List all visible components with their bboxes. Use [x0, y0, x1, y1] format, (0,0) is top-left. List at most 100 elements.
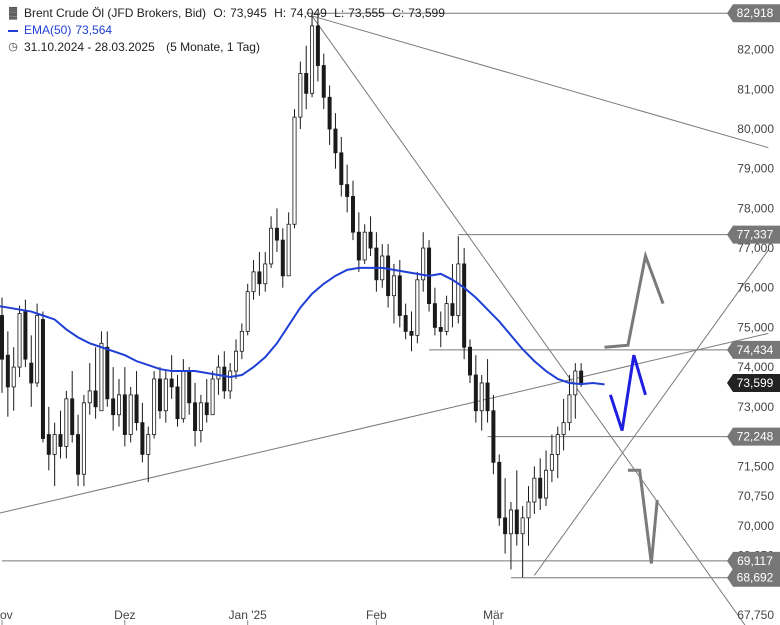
- instrument-title: Brent Crude Öl (JFD Brokers, Bid): [24, 6, 207, 20]
- candle: [298, 61, 303, 130]
- trendline: [311, 15, 746, 625]
- candle-body: [99, 342, 104, 412]
- candle-body: [64, 398, 69, 447]
- candle-body: [280, 239, 285, 277]
- candle-body: [251, 271, 256, 293]
- y-tick-label: 73,000: [737, 400, 774, 414]
- candle: [491, 394, 496, 475]
- bar-chart-icon: ▓: [8, 7, 18, 19]
- y-tick-label: 74,000: [737, 360, 774, 374]
- candle: [58, 410, 63, 459]
- candle-body: [362, 231, 367, 261]
- price-level-lines: [2, 12, 780, 579]
- candle: [99, 331, 104, 412]
- candle-body: [310, 25, 315, 94]
- candle: [350, 180, 355, 241]
- candle-body: [187, 370, 192, 404]
- candle: [198, 394, 203, 443]
- candle-body: [5, 354, 10, 388]
- candle-body: [286, 223, 291, 277]
- candle: [391, 263, 396, 324]
- price-labels: 82,918 77,337 74,434 72,248 69,117 68,692 73,5…: [727, 4, 780, 587]
- price-tag-text: 72,248: [737, 430, 774, 444]
- y-tick-label: 71,500: [737, 459, 774, 473]
- candle-body: [233, 350, 238, 372]
- candle: [456, 236, 461, 324]
- candle: [117, 378, 122, 427]
- candle-body: [549, 453, 554, 471]
- legend-ema-row: EMA(50) 73,564: [6, 22, 445, 39]
- price-level-tag: 77,337: [727, 225, 780, 244]
- candle: [409, 311, 414, 352]
- y-tick-label: 70,750: [737, 489, 774, 503]
- candle: [310, 13, 315, 98]
- x-tick-label: Nov: [0, 608, 13, 622]
- candle-body: [245, 291, 250, 332]
- candle-body: [216, 366, 221, 380]
- candle-body: [152, 378, 157, 435]
- candle-body: [321, 65, 326, 98]
- candle: [286, 212, 291, 277]
- ema-label: EMA(50): [24, 23, 72, 37]
- candle-body: [538, 477, 543, 499]
- ema-value: 73,564: [75, 23, 113, 37]
- candle: [40, 311, 45, 443]
- candle: [46, 406, 51, 471]
- candle: [193, 382, 198, 447]
- candle: [181, 359, 186, 423]
- price-tag-bg: [727, 340, 780, 359]
- candle-body: [93, 390, 98, 408]
- candle-body: [52, 434, 57, 455]
- candle: [579, 363, 584, 387]
- ohlc-low: 73,555: [348, 6, 385, 20]
- candle: [87, 363, 92, 415]
- price-tag-text: 77,337: [737, 228, 774, 242]
- candle: [29, 335, 34, 407]
- x-tick-label: Jan '25: [229, 608, 268, 622]
- current-price-tag: 73,599: [727, 374, 780, 393]
- candle-body: [567, 394, 572, 424]
- y-tick-label: 67,750: [737, 608, 774, 622]
- ema-swatch: [8, 29, 18, 32]
- candle: [421, 232, 426, 292]
- candle: [81, 394, 86, 487]
- candle: [251, 259, 256, 300]
- candle: [339, 136, 344, 197]
- candle: [64, 390, 69, 459]
- candle-body: [204, 402, 209, 416]
- price-tag-bg: [727, 374, 780, 393]
- y-axis: 82,000 81,000 80,000 79,000 78,000 77,000 76,0…: [737, 43, 774, 622]
- candle-body: [222, 366, 227, 392]
- candle: [128, 386, 133, 443]
- candle-body: [105, 346, 110, 400]
- y-tick-label: 75,000: [737, 320, 774, 334]
- y-tick-label: 76,000: [737, 281, 774, 295]
- candle-body: [503, 517, 508, 535]
- candle: [146, 426, 151, 483]
- candle-body: [29, 362, 34, 384]
- ohlc-close: 73,599: [408, 6, 445, 20]
- candle-body: [497, 461, 502, 519]
- candle-body: [415, 279, 420, 336]
- ohlc-open: 73,945: [230, 6, 267, 20]
- candle: [187, 367, 192, 415]
- forecast-swing: [608, 354, 647, 432]
- candle: [345, 164, 350, 213]
- candle: [403, 303, 408, 340]
- candle-body: [11, 366, 16, 388]
- legend-period-row: ◷ 31.10.2024 - 28.03.2025 (5 Monate, 1 T…: [6, 39, 445, 56]
- candle: [257, 252, 262, 296]
- ema-series: [0, 266, 605, 386]
- candle-body: [40, 319, 45, 439]
- ohlc-high: 74,049: [290, 6, 327, 20]
- candle-body: [555, 434, 560, 455]
- candle-body: [438, 327, 443, 332]
- candle: [520, 505, 525, 578]
- candle-body: [532, 477, 537, 503]
- candle-body: [117, 394, 122, 416]
- y-tick-label: 81,000: [737, 82, 774, 96]
- candle-body: [274, 227, 279, 241]
- candle-body: [228, 370, 233, 392]
- y-tick-label: 80,000: [737, 122, 774, 136]
